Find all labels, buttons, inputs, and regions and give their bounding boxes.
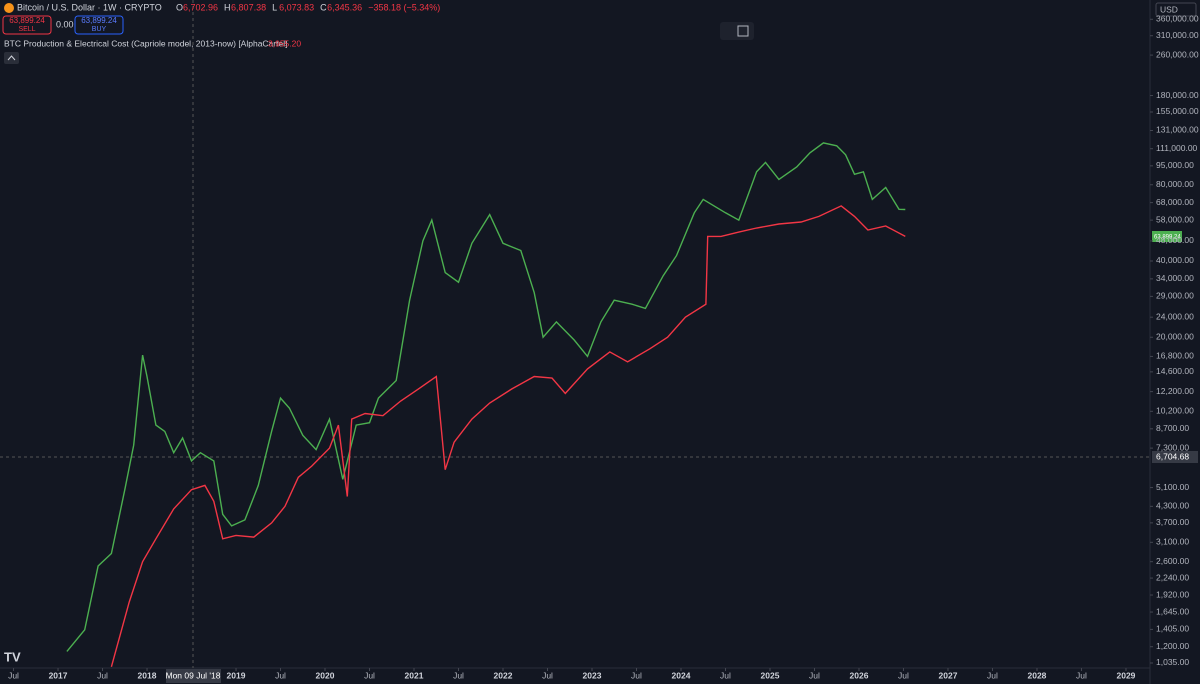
ohlc-value: 6,345.36 xyxy=(327,2,362,12)
currency-button[interactable] xyxy=(1155,2,1197,17)
logo: TV xyxy=(4,649,21,664)
x-tick-label: 2022 xyxy=(494,670,513,680)
x-tick-label: 2026 xyxy=(850,670,869,680)
crosshair-date: Mon 09 Jul '18 xyxy=(165,670,220,680)
sell-price: 63,899.24 xyxy=(9,16,45,25)
x-tick-label: Jul xyxy=(1076,670,1087,680)
indicator-value: 3,955.20 xyxy=(268,38,301,48)
collapse-button[interactable] xyxy=(4,52,19,64)
ohlc-key: H xyxy=(224,2,231,12)
y-tick-label: 111,000.00 xyxy=(1156,143,1198,153)
y-tick-label: 2,240.00 xyxy=(1156,572,1189,582)
y-tick-label: 1,645.00 xyxy=(1156,606,1189,616)
ohlc-key: C xyxy=(320,2,327,12)
y-tick-label: 40,000.00 xyxy=(1156,255,1194,265)
sell-label: SELL xyxy=(18,26,35,33)
y-tick-label: 24,000.00 xyxy=(1156,311,1194,321)
y-tick-label: 1,405.00 xyxy=(1156,624,1189,634)
change: −358.18 (−5.34%) xyxy=(368,2,440,12)
y-tick-label: 80,000.00 xyxy=(1156,179,1194,189)
y-tick-label: 20,000.00 xyxy=(1156,331,1194,341)
x-tick-label: Jul xyxy=(275,670,286,680)
y-tick-label: 16,800.00 xyxy=(1156,351,1194,361)
collapse-icon xyxy=(7,55,16,61)
y-tick-label: 5,100.00 xyxy=(1156,482,1189,492)
indicator-name: BTC Production & Electrical Cost (Caprio… xyxy=(4,38,287,48)
y-tick-label: 34,000.00 xyxy=(1156,273,1194,283)
y-tick-label: 310,000.00 xyxy=(1156,30,1199,40)
x-tick-label: Jul xyxy=(720,670,731,680)
y-tick-label: 14,600.00 xyxy=(1156,366,1194,376)
y-tick-label: 95,000.00 xyxy=(1156,160,1194,170)
ohlc-key: O xyxy=(176,2,183,12)
symbol-icon xyxy=(4,3,14,13)
plot xyxy=(66,142,906,667)
x-tick-label: 2024 xyxy=(672,670,691,680)
x-tick-label: 2023 xyxy=(583,670,602,680)
y-tick-label: 3,100.00 xyxy=(1156,537,1189,547)
currency: USD xyxy=(1160,4,1178,14)
y-tick-label: 8,700.00 xyxy=(1156,423,1189,433)
x-tick-label: Jul xyxy=(987,670,998,680)
x-tick-label: 2021 xyxy=(405,670,424,680)
y-tick-label: 155,000.00 xyxy=(1156,106,1199,116)
y-tick-label: 58,000.00 xyxy=(1156,214,1194,224)
ohlc-value: 6,702.96 xyxy=(183,2,218,12)
y-tick-label: 180,000.00 xyxy=(1156,90,1199,100)
y-tick-label: 3,700.00 xyxy=(1156,517,1189,527)
toolbar[interactable] xyxy=(720,22,754,40)
y-tick-label: 1,920.00 xyxy=(1156,589,1189,599)
ohlc-key: L xyxy=(272,2,277,12)
x-tick-label: 2020 xyxy=(316,670,335,680)
x-tick-label: Jul xyxy=(453,670,464,680)
y-tick-label: 131,000.00 xyxy=(1156,125,1199,135)
last-price-box xyxy=(1152,231,1182,242)
buy-label: BUY xyxy=(92,26,107,33)
x-tick-label: 2019 xyxy=(227,670,246,680)
x-tick-label: Jul xyxy=(8,670,19,680)
x-tick-label: 2025 xyxy=(761,670,780,680)
last-price: 63,899.24 xyxy=(1154,235,1181,241)
x-tick-label: 2029 xyxy=(1117,670,1136,680)
y-tick-label: 2,600.00 xyxy=(1156,556,1189,566)
sell-button[interactable] xyxy=(2,15,52,35)
x-tick-label: 2027 xyxy=(939,670,958,680)
toolbar-icon xyxy=(737,25,749,37)
spread: 0.00 xyxy=(56,19,74,29)
x-tick-label: 2028 xyxy=(1028,670,1047,680)
y-tick-label: 10,200.00 xyxy=(1156,406,1194,416)
y-tick-label: 4,300.00 xyxy=(1156,501,1189,511)
x-tick-label: Jul xyxy=(542,670,553,680)
x-tick-label: Jul xyxy=(898,670,909,680)
ohlc-value: 6,807.38 xyxy=(231,2,266,12)
y-tick-label: 48,000.00 xyxy=(1156,235,1194,245)
y-tick-label: 360,000.00 xyxy=(1156,14,1199,24)
symbol-title[interactable]: Bitcoin / U.S. Dollar · 1W · CRYPTO xyxy=(17,2,162,12)
crosshair-price-box xyxy=(1152,451,1198,463)
ohlc-value: 6,073.83 xyxy=(279,2,314,12)
y-tick-label: 260,000.00 xyxy=(1156,49,1199,59)
buy-price: 63,899.24 xyxy=(81,16,117,25)
x-tick-label: Jul xyxy=(631,670,642,680)
x-tick-label: Jul xyxy=(97,670,108,680)
x-tick-label: Jul xyxy=(809,670,820,680)
series-line xyxy=(66,142,906,652)
y-tick-label: 1,035.00 xyxy=(1156,657,1189,667)
series-line xyxy=(110,205,906,667)
x-tick-label: Jul xyxy=(364,670,375,680)
y-tick-label: 68,000.00 xyxy=(1156,197,1194,207)
y-tick-label: 12,200.00 xyxy=(1156,386,1194,396)
x-tick-label: 2017 xyxy=(49,670,68,680)
crosshair-price: 6,704.68 xyxy=(1156,451,1189,461)
buy-button[interactable] xyxy=(74,15,124,35)
y-tick-label: 1,200.00 xyxy=(1156,641,1189,651)
ohlc: O 6,702.96 H 6,807.38 L 6,073.83 C 6,345.36 xyxy=(176,2,362,12)
crosshair-date-box xyxy=(166,669,221,683)
x-tick-label: 2018 xyxy=(138,670,157,680)
y-tick-label: 7,300.00 xyxy=(1156,442,1189,452)
y-tick-label: 29,000.00 xyxy=(1156,291,1194,301)
